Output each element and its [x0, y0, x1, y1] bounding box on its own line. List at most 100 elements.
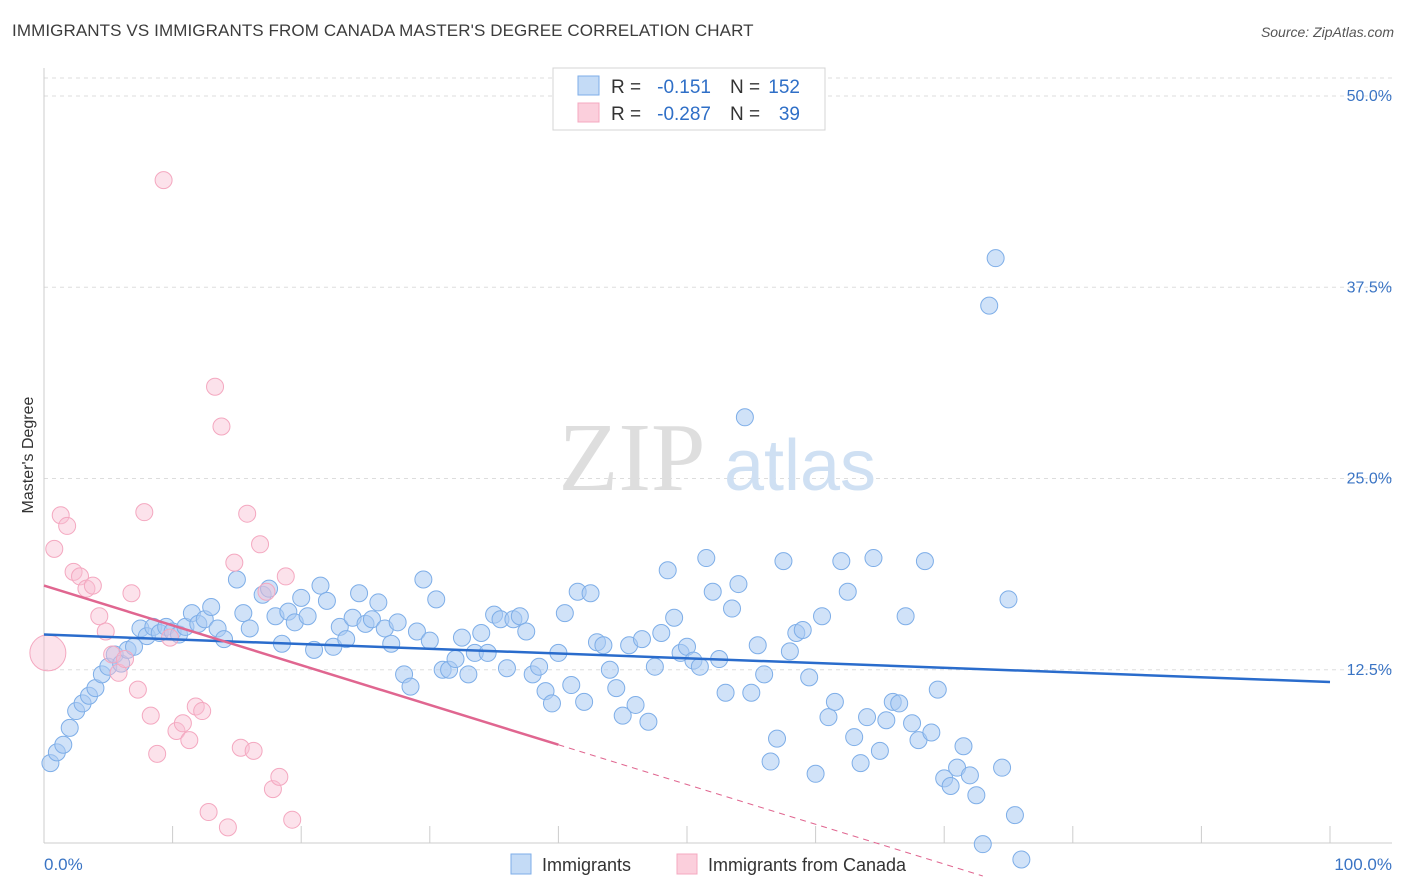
immigrants-point: [806, 764, 825, 783]
canada-point: [186, 697, 205, 716]
canada-point: [141, 706, 160, 725]
immigrants-point: [234, 604, 253, 623]
immigrants-trend-line: [43, 633, 1331, 684]
canada-point: [206, 377, 225, 396]
immigrants-point: [851, 754, 870, 773]
watermark-zip: ZIP: [559, 404, 706, 512]
stats-n-label-1: N =: [730, 77, 760, 98]
immigrants-point: [928, 680, 947, 699]
stats-n-value-1: 152: [768, 77, 800, 98]
immigrants-point: [838, 582, 857, 601]
immigrants-point: [407, 622, 426, 641]
canada-point: [199, 803, 218, 822]
trend-lines: [43, 584, 1331, 877]
legend-label-canada: Immigrants from Canada: [708, 855, 907, 875]
stats-n-label-2: N =: [730, 104, 760, 125]
canada-point: [276, 567, 295, 586]
immigrants-point: [645, 657, 664, 676]
immigrants-point: [658, 561, 677, 580]
stats-swatch-immigrants: [577, 75, 600, 96]
immigrants-point: [227, 570, 246, 589]
immigrants-point: [350, 584, 369, 603]
immigrants-point: [632, 630, 651, 649]
immigrants-points: [41, 249, 1031, 869]
immigrants-point: [973, 835, 992, 854]
immigrants-point: [530, 657, 549, 676]
canada-point: [173, 714, 192, 733]
canada-point: [283, 810, 302, 829]
canada-point: [64, 562, 83, 581]
immigrants-point: [639, 712, 658, 731]
canada-points: [29, 171, 302, 837]
canada-point: [225, 553, 244, 572]
immigrants-point: [54, 735, 73, 754]
chart-title: IMMIGRANTS VS IMMIGRANTS FROM CANADA MAS…: [12, 21, 754, 40]
x-tick-label-min: 0.0%: [44, 855, 83, 874]
canada-point: [251, 535, 270, 554]
immigrants-point: [388, 613, 407, 632]
canada-point: [154, 171, 173, 190]
immigrants-point: [298, 607, 317, 626]
immigrants-point: [813, 607, 832, 626]
immigrants-point: [748, 636, 767, 655]
immigrants-point: [729, 575, 748, 594]
immigrants-point: [401, 677, 420, 696]
immigrants-point: [761, 752, 780, 771]
immigrants-point: [240, 619, 259, 638]
immigrants-point: [555, 604, 574, 623]
stats-r-value-1: -0.151: [657, 77, 711, 98]
immigrants-point: [600, 660, 619, 679]
immigrants-point: [980, 296, 999, 315]
immigrants-point: [337, 630, 356, 649]
immigrants-point: [452, 628, 471, 647]
immigrants-point: [915, 552, 934, 571]
stats-box: R = -0.151 N = 152 R = -0.287 N = 39: [552, 67, 826, 131]
immigrants-point: [922, 723, 941, 742]
canada-point: [167, 721, 186, 740]
canada-point: [218, 818, 237, 837]
watermark: ZIP atlas: [559, 404, 877, 512]
immigrants-point: [369, 593, 388, 612]
immigrants-point: [774, 552, 793, 571]
immigrants-point: [202, 598, 221, 617]
immigrants-point: [697, 549, 716, 568]
canada-point: [122, 584, 141, 603]
immigrants-point: [60, 718, 79, 737]
immigrants-point: [594, 636, 613, 655]
legend-swatch-immigrants: [510, 853, 532, 875]
legend-item-immigrants[interactable]: Immigrants: [510, 853, 631, 875]
immigrants-point: [825, 692, 844, 711]
canada-point: [193, 702, 212, 721]
immigrants-point: [414, 570, 433, 589]
immigrants-point: [311, 576, 330, 595]
chart-source: Source: ZipAtlas.com: [1260, 24, 1394, 40]
immigrants-point: [742, 683, 761, 702]
legend-item-canada[interactable]: Immigrants from Canada: [676, 853, 907, 875]
stats-r-value-2: -0.287: [657, 104, 711, 125]
immigrants-point: [896, 607, 915, 626]
immigrants-point: [877, 711, 896, 730]
immigrants-point: [260, 579, 279, 598]
immigrants-point: [960, 766, 979, 785]
canada-point: [83, 576, 102, 595]
canada-point: [270, 767, 289, 786]
y-tick-label: 25.0%: [1347, 471, 1392, 488]
immigrants-point: [870, 741, 889, 760]
immigrants-point: [735, 408, 754, 427]
canada-trend-extension: [558, 744, 983, 877]
y-axis-title: Master's Degree: [20, 396, 37, 513]
immigrants-point: [864, 549, 883, 568]
stats-n-value-2: 39: [779, 104, 800, 125]
immigrants-point: [858, 708, 877, 727]
immigrants-point: [819, 708, 838, 727]
legend-swatch-canada: [676, 853, 698, 875]
stats-swatch-canada: [577, 102, 600, 123]
immigrants-point: [382, 634, 401, 653]
immigrants-point: [768, 729, 787, 748]
canada-point: [238, 504, 257, 523]
canada-point: [212, 417, 231, 436]
immigrants-point: [613, 706, 632, 725]
canada-point: [257, 582, 276, 601]
immigrants-point: [903, 714, 922, 733]
